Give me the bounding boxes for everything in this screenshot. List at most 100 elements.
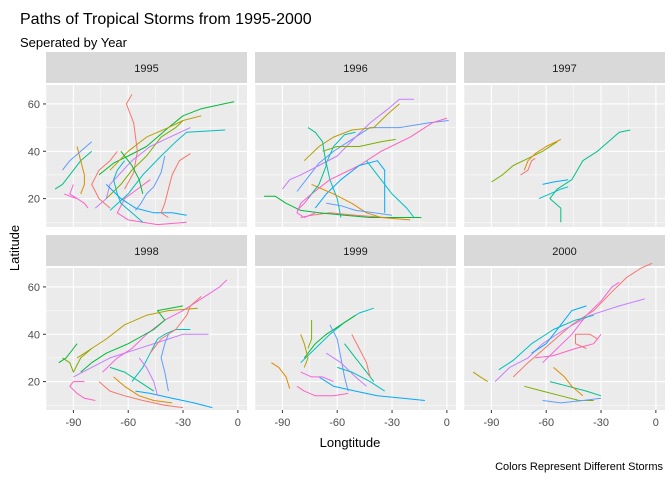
storm-track xyxy=(300,307,374,364)
storm-track xyxy=(69,381,96,401)
storm-track xyxy=(329,324,349,392)
panel-background xyxy=(464,85,665,227)
storm-track xyxy=(549,129,631,223)
x-tick-label: 0 xyxy=(653,417,659,429)
storm-track xyxy=(512,262,653,378)
facet-panel-2000: 2000 -90 -60 -30 0 xyxy=(463,235,665,429)
facet-strip-label: 1998 xyxy=(134,246,158,258)
storm-track xyxy=(105,184,187,216)
y-tick-label: 20 xyxy=(28,194,40,206)
x-tick-label: -60 xyxy=(120,417,136,429)
storm-track xyxy=(109,366,155,392)
storm-track xyxy=(124,94,138,190)
facet-strip-label: 2000 xyxy=(552,246,576,258)
storm-track xyxy=(135,155,166,211)
storm-track xyxy=(553,367,584,397)
storm-track xyxy=(109,115,202,171)
storm-track xyxy=(296,193,316,218)
storm-track xyxy=(322,138,396,152)
storm-track xyxy=(337,366,385,392)
chart-subtitle: Seperated by Year xyxy=(20,35,128,50)
x-tick-label: -60 xyxy=(538,417,554,429)
x-axis-title: Longtitude xyxy=(320,435,381,450)
panel-background xyxy=(46,268,247,410)
storm-track xyxy=(271,362,291,389)
x-tick-label: -90 xyxy=(483,417,499,429)
storm-track xyxy=(520,157,536,176)
storm-track xyxy=(326,202,393,216)
storm-track xyxy=(296,120,449,192)
facet-strip xyxy=(255,52,456,83)
facet-strip-label: 1997 xyxy=(552,63,576,75)
storm-track xyxy=(113,376,173,404)
facet-strip xyxy=(46,235,247,266)
storm-track xyxy=(542,281,620,364)
storm-track xyxy=(54,150,93,190)
storm-track xyxy=(303,103,400,162)
storm-track xyxy=(264,195,422,218)
chart-title: Paths of Tropical Storms from 1995-2000 xyxy=(20,11,312,28)
storm-track xyxy=(326,352,367,387)
storm-track xyxy=(535,333,602,359)
storm-track xyxy=(58,343,78,364)
storm-track xyxy=(542,397,602,404)
facet-panel-1997: 1997 xyxy=(463,52,665,227)
storm-track xyxy=(491,141,558,183)
storm-track xyxy=(69,184,78,200)
facet-panel-1995: 1995 20 40 60 xyxy=(28,52,247,227)
storm-track xyxy=(98,101,235,176)
storm-track xyxy=(523,138,562,171)
y-tick-label: 20 xyxy=(28,377,40,389)
y-tick-label: 40 xyxy=(28,146,40,158)
storm-track xyxy=(542,179,569,185)
x-tick-label: 0 xyxy=(444,417,450,429)
storm-track xyxy=(62,348,93,373)
y-tick-label: 40 xyxy=(28,329,40,341)
panel-background xyxy=(255,85,456,227)
facet-strip xyxy=(464,52,665,83)
storm-track xyxy=(94,127,191,209)
x-tick-label: -30 xyxy=(384,417,400,429)
storm-track xyxy=(120,150,144,195)
x-tick-label: -60 xyxy=(329,417,345,429)
storm-track xyxy=(138,357,158,396)
storm-track xyxy=(307,127,327,199)
storm-track xyxy=(109,129,226,211)
facet-panel-1999: 1999 -90 -60 -30 0 xyxy=(254,235,456,429)
storm-track xyxy=(575,333,598,349)
facet-panel-1996: 1996 xyxy=(254,52,456,227)
storm-track xyxy=(351,334,371,378)
facet-strip xyxy=(255,235,456,266)
storm-track xyxy=(91,150,118,209)
storm-track xyxy=(105,120,184,199)
x-tick-label: 0 xyxy=(235,417,241,429)
storm-track xyxy=(472,371,489,383)
storm-track xyxy=(318,376,425,401)
chart-caption: Colors Represent Different Storms xyxy=(495,461,663,473)
storm-track xyxy=(149,296,202,354)
storm-track xyxy=(494,298,646,382)
storm-track xyxy=(62,141,93,171)
storm-track xyxy=(538,186,569,200)
facet-strip xyxy=(464,235,665,266)
facet-panel-1998: 1998 20 40 60 -90 -60 -30 0 xyxy=(28,235,247,429)
facet-strip-label: 1995 xyxy=(134,63,158,75)
panel-background xyxy=(464,268,665,410)
storm-track xyxy=(303,314,356,359)
storm-track xyxy=(98,381,184,409)
storm-track xyxy=(307,320,313,349)
storm-track xyxy=(116,179,187,226)
storm-track xyxy=(549,381,602,397)
x-tick-label: -30 xyxy=(175,417,191,429)
storm-track xyxy=(300,371,334,383)
storm-track xyxy=(531,305,587,354)
y-tick-label: 60 xyxy=(28,282,40,294)
x-tick-label: -30 xyxy=(593,417,609,429)
storm-track xyxy=(113,160,144,223)
storm-track xyxy=(311,183,411,221)
storm-track xyxy=(366,160,415,218)
y-axis-title: Latitude xyxy=(7,225,22,271)
storm-track xyxy=(160,153,191,218)
storm-track xyxy=(76,146,85,195)
